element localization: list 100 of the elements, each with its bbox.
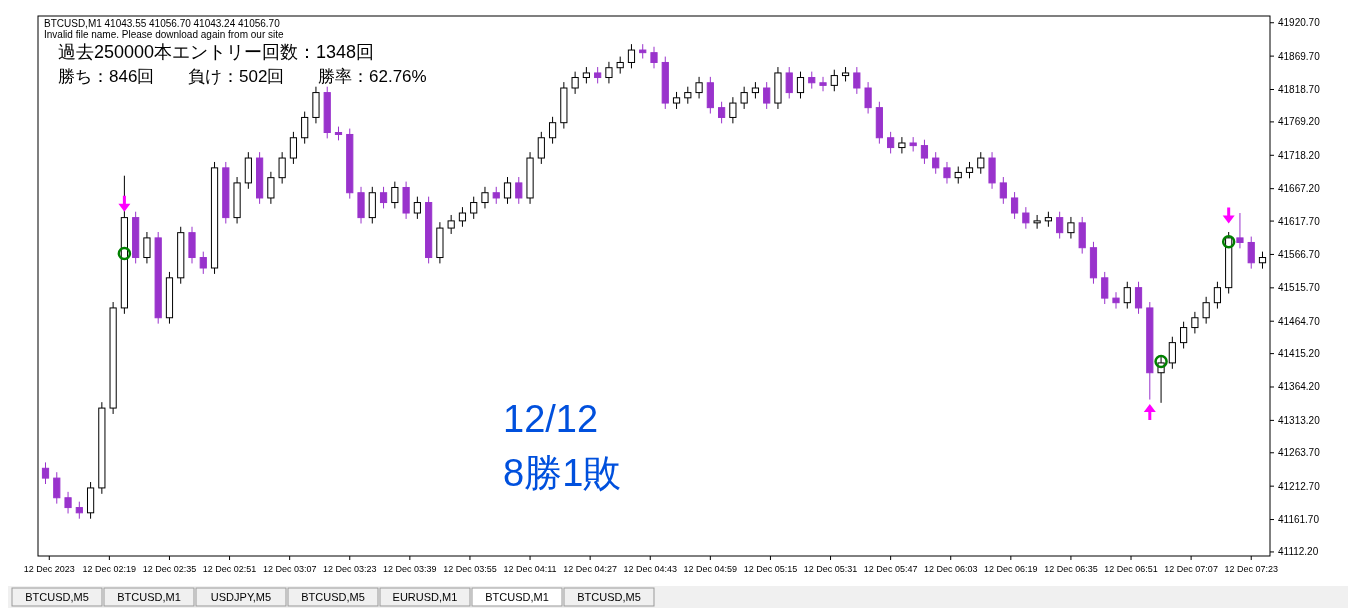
candlestick: [278, 151, 286, 185]
y-tick-label: 41161.70: [1278, 514, 1320, 526]
x-tick-label: 12 Dec 04:59: [683, 564, 738, 574]
y-tick-label: 41818.70: [1278, 84, 1321, 96]
candlestick: [1180, 321, 1188, 350]
x-tick-label: 12 Dec 02:35: [142, 564, 197, 574]
candlestick: [1101, 271, 1109, 305]
x-tick-label: 12 Dec 05:31: [803, 564, 858, 574]
x-tick-label: 12 Dec 03:39: [383, 564, 437, 574]
y-tick-label: 41718.20: [1278, 149, 1321, 161]
y-tick-label: 41617.70: [1278, 215, 1321, 227]
candlestick: [898, 136, 906, 154]
annotation: 過去250000本エントリー回数：1348回: [58, 42, 375, 62]
x-tick-label: 12 Dec 02:19: [82, 564, 137, 574]
candlestick: [932, 151, 940, 175]
text: BTCUSD,M1: [117, 591, 181, 603]
text: USDJPY,M5: [210, 591, 272, 603]
candlestick: [864, 81, 872, 115]
x-tick-label: 12 Dec 06:19: [984, 564, 1038, 574]
candlestick: [199, 251, 207, 275]
candlestick: [650, 46, 658, 69]
text: BTCUSD,M5: [301, 591, 365, 603]
y-tick-label: 41920.70: [1278, 17, 1321, 29]
text: BTCUSD,M1: [485, 591, 549, 603]
candlestick: [289, 131, 298, 165]
candlestick: [729, 96, 737, 124]
candlestick: [605, 61, 613, 84]
candlestick: [1010, 191, 1019, 220]
y-tick-label: 41415.20: [1278, 348, 1321, 360]
candlestick: [515, 176, 523, 205]
candlestick: [301, 111, 309, 145]
candlestick: [1247, 236, 1255, 270]
candlestick: [1202, 296, 1210, 325]
candlestick: [447, 214, 455, 235]
candlestick: [1123, 281, 1131, 310]
y-tick-label: 41313.20: [1278, 414, 1321, 426]
annotation: Invalid file name. Please download again from our site: [44, 29, 285, 40]
candlestick: [819, 76, 827, 92]
candlestick: [763, 81, 771, 110]
x-tick-label: 12 Dec 06:35: [1044, 564, 1098, 574]
candlestick: [943, 161, 951, 185]
candlestick: [1236, 212, 1244, 249]
x-tick-label: 12 Dec 03:55: [443, 564, 497, 574]
x-tick-label: 12 Dec 06:51: [1104, 564, 1158, 574]
y-tick-label: 41112.20: [1278, 546, 1319, 558]
x-tick-label: 12 Dec 05:47: [863, 564, 918, 574]
x-tick-label: 12 Dec 04:11: [503, 564, 557, 574]
candlestick: [413, 196, 421, 220]
x-tick-label: 12 Dec 06:03: [923, 564, 978, 574]
candlestick: [1067, 216, 1075, 240]
candlestick: [53, 471, 61, 505]
candlestick: [470, 196, 478, 220]
annotation: 負け：502回: [188, 67, 285, 86]
x-tick-label: 12 Dec 03:23: [322, 564, 377, 574]
candlestick: [627, 43, 636, 69]
x-tick-label: 12 Dec 05:15: [743, 564, 798, 574]
candlestick: [391, 181, 399, 209]
text: BTCUSD,M5: [577, 591, 641, 603]
y-tick-label: 41869.70: [1278, 50, 1321, 62]
annotation: 勝ち：846回: [58, 67, 155, 86]
candlestick: [548, 116, 557, 145]
candlestick: [41, 461, 50, 485]
candlestick: [796, 71, 805, 99]
candlestick: [1191, 311, 1199, 334]
text: EURUSD,M1: [392, 591, 458, 603]
annotation: 8勝1敗: [503, 452, 622, 494]
y-tick-label: 41769.20: [1278, 116, 1321, 128]
text: BTCUSD,M5: [25, 591, 89, 603]
candlestick: [571, 71, 579, 95]
y-tick-label: 41515.70: [1278, 282, 1321, 294]
candlestick: [64, 491, 72, 514]
candlestick: [267, 171, 275, 205]
annotation: 12/12: [503, 398, 599, 440]
y-tick-label: 41566.70: [1278, 248, 1321, 260]
candlestick: [718, 101, 726, 124]
annotation: 勝率：62.76%: [318, 67, 427, 86]
candlestick: [887, 131, 895, 154]
x-tick-label: 12 Dec 2023: [23, 564, 75, 574]
candlestick: [503, 176, 512, 205]
candlestick: [481, 186, 489, 209]
candlestick: [1168, 336, 1176, 370]
candlestick: [1112, 291, 1120, 310]
x-tick-label: 12 Dec 02:51: [202, 564, 257, 574]
y-tick-label: 41364.20: [1278, 381, 1321, 393]
candlestick: [143, 231, 151, 264]
candlestick: [1134, 281, 1143, 315]
candlestick: [379, 186, 388, 209]
x-tick-label: 12 Dec 04:43: [623, 564, 678, 574]
x-tick-label: 12 Dec 03:07: [262, 564, 317, 574]
y-tick-label: 41263.70: [1278, 447, 1321, 459]
candlestick: [977, 151, 985, 175]
candlestick: [1033, 214, 1041, 230]
candlestick: [785, 66, 793, 99]
y-tick-label: 41667.20: [1278, 183, 1321, 195]
candlestick: [695, 76, 703, 99]
candlestick: [458, 206, 467, 228]
candlestick: [830, 69, 838, 92]
y-tick-label: 41212.70: [1278, 480, 1321, 492]
candlestick: [1022, 206, 1030, 230]
candlestick: [999, 176, 1007, 205]
